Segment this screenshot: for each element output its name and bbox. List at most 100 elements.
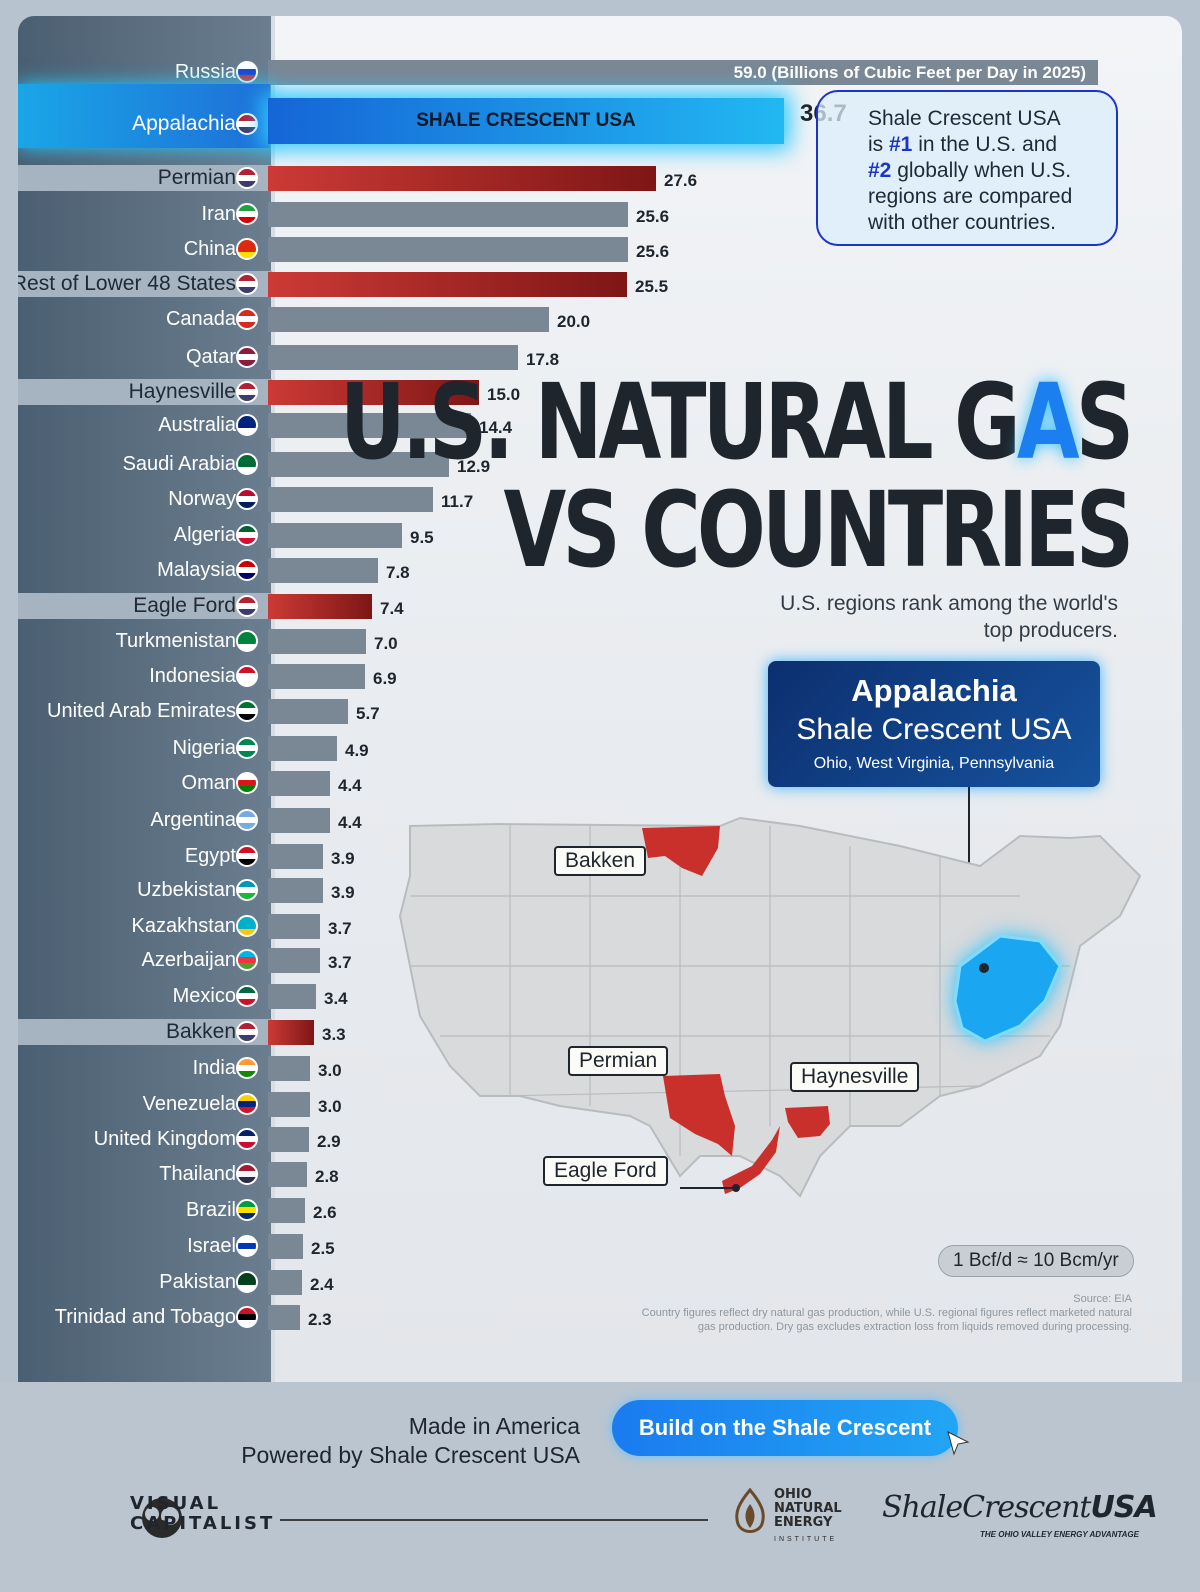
flag-icon	[236, 238, 258, 260]
bar	[268, 1056, 310, 1081]
ohio-natural-energy-institute-logo	[735, 1488, 765, 1533]
bar-value-label: 25.6	[636, 242, 670, 261]
vc-line-1: VISUAL	[130, 1493, 222, 1514]
map-label-haynesville: Haynesville	[790, 1062, 920, 1092]
onei-line-3: ENERGY	[774, 1515, 833, 1530]
flag-icon	[236, 1128, 258, 1150]
callout-line-3: #2 globally when U.S.	[868, 158, 1102, 184]
bar-category-label: Malaysia	[157, 559, 236, 581]
bar-value-label: 4.4	[338, 813, 362, 832]
bar-category-label: Egypt	[184, 845, 236, 867]
bar	[268, 736, 337, 761]
bar-value-label: 12.9	[457, 457, 491, 476]
bar	[268, 844, 323, 869]
bar-value-label: 15.0	[487, 385, 521, 404]
bar-value-label: 6.9	[373, 669, 397, 688]
bar	[268, 808, 330, 833]
rank-1-highlight: #1	[889, 133, 913, 156]
bar-value-label: 5.7	[356, 704, 380, 723]
bar	[268, 166, 656, 191]
bakken-region	[642, 826, 720, 876]
bar-category-label: Thailand	[159, 1163, 236, 1185]
flag-icon	[236, 1093, 258, 1115]
flag-icon	[236, 308, 258, 330]
bar-value-label: 20.0	[557, 312, 591, 331]
bar-category-label: Iran	[201, 203, 236, 225]
vc-line-2: CAPITALIST	[130, 1513, 276, 1534]
bar-category-label: Brazil	[185, 1199, 236, 1221]
bar-value-label: 3.4	[324, 989, 348, 1008]
bar-category-label: Bakken	[165, 1020, 236, 1043]
map-label-eagle-ford: Eagle Ford	[543, 1156, 668, 1186]
callout-text: globally when U.S.	[891, 159, 1072, 182]
build-on-shale-crescent-button[interactable]: Build on the Shale Crescent	[612, 1400, 958, 1456]
bar-category-label: Qatar	[185, 346, 236, 368]
infographic-card: Russia 59.0 (Billions of Cubic Feet per D…	[18, 16, 1182, 1382]
title-text: U.S. NATURAL G	[339, 361, 1021, 483]
bar	[268, 487, 433, 512]
bar	[268, 1234, 303, 1259]
callout-line-5: with other countries.	[868, 211, 1056, 234]
sc-shale: Shale	[882, 1490, 963, 1525]
onei-institute: INSTITUTE	[774, 1536, 838, 1543]
bar-value-label: 25.5	[635, 277, 669, 296]
bar-value-label: 2.6	[313, 1203, 337, 1222]
bar-value-label: 11.7	[441, 492, 474, 511]
bar	[268, 664, 365, 689]
flag-icon	[236, 809, 258, 831]
chart-subtitle: U.S. regions rank among the world's top …	[780, 592, 1118, 642]
powered-by: Powered by Shale Crescent USA	[241, 1442, 580, 1468]
bar-category-label: Nigeria	[172, 737, 236, 759]
us-region-label-highlight	[18, 165, 272, 191]
rank-2-highlight: #2	[868, 159, 892, 182]
onei-wordmark: OHIO NATURAL ENERGY	[774, 1488, 842, 1530]
bar	[268, 202, 628, 227]
bar	[268, 272, 627, 297]
bar-value-label: 9.5	[410, 528, 434, 547]
flag-icon	[236, 524, 258, 546]
bar-category-label: India	[192, 1057, 236, 1079]
flame-icon: A	[1016, 361, 1080, 483]
bar-category-label: United Kingdom	[93, 1128, 236, 1150]
flag-icon	[236, 1271, 258, 1293]
source-note: Source: EIA Country figures reflect dry …	[642, 1292, 1132, 1334]
sc-usa: USA	[1090, 1490, 1158, 1525]
permian-region	[663, 1074, 735, 1156]
flag-icon	[236, 737, 258, 759]
callout-line-1: Shale Crescent USA	[868, 107, 1061, 130]
flag-icon	[236, 1163, 258, 1185]
flag-icon	[236, 1199, 258, 1221]
bar-value-label: 3.9	[331, 849, 355, 868]
flag-icon	[236, 203, 258, 225]
flag-icon	[236, 346, 258, 368]
label-sidebar	[18, 16, 271, 1382]
bar-category-label: Norway	[168, 488, 236, 510]
flag-icon	[236, 879, 258, 901]
callout-line-4: regions are compared	[868, 185, 1073, 208]
bar-category-label: Saudi Arabia	[122, 453, 236, 475]
bar: SHALE CRESCENT USA	[268, 98, 784, 144]
flag-icon	[236, 630, 258, 652]
flag-icon	[236, 595, 258, 617]
map-label-permian: Permian	[568, 1046, 669, 1076]
bar-category-label: Rest of Lower 48 States	[18, 272, 236, 295]
flag-icon	[236, 488, 258, 510]
flag-icon	[236, 772, 258, 794]
bar	[268, 307, 549, 332]
bar	[268, 914, 320, 939]
us-region-label-highlight	[18, 379, 272, 405]
appalachia-info-box: Appalachia Shale Crescent USA Ohio, West…	[768, 661, 1100, 787]
unit-conversion-pill: 1 Bcf/d ≈ 10 Bcm/yr	[938, 1245, 1134, 1277]
bar	[268, 1092, 310, 1117]
us-region-label-highlight	[18, 271, 272, 297]
bar-value-label: 2.3	[308, 1310, 332, 1329]
bar	[268, 1020, 314, 1045]
bar-value-label: 59.0 (Billions of Cubic Feet per Day in …	[733, 63, 1086, 82]
haynesville-region	[785, 1106, 830, 1138]
bar-value-label: 3.7	[328, 919, 352, 938]
title-line-2: VS COUNTRIES	[503, 469, 1134, 591]
bar-category-label: Haynesville	[128, 380, 236, 403]
shale-crescent-callout: Shale Crescent USA is #1 in the U.S. and…	[816, 90, 1118, 246]
title-line-1: U.S. NATURAL GAS	[340, 368, 1134, 476]
bar-value-label: 27.6	[664, 171, 698, 190]
